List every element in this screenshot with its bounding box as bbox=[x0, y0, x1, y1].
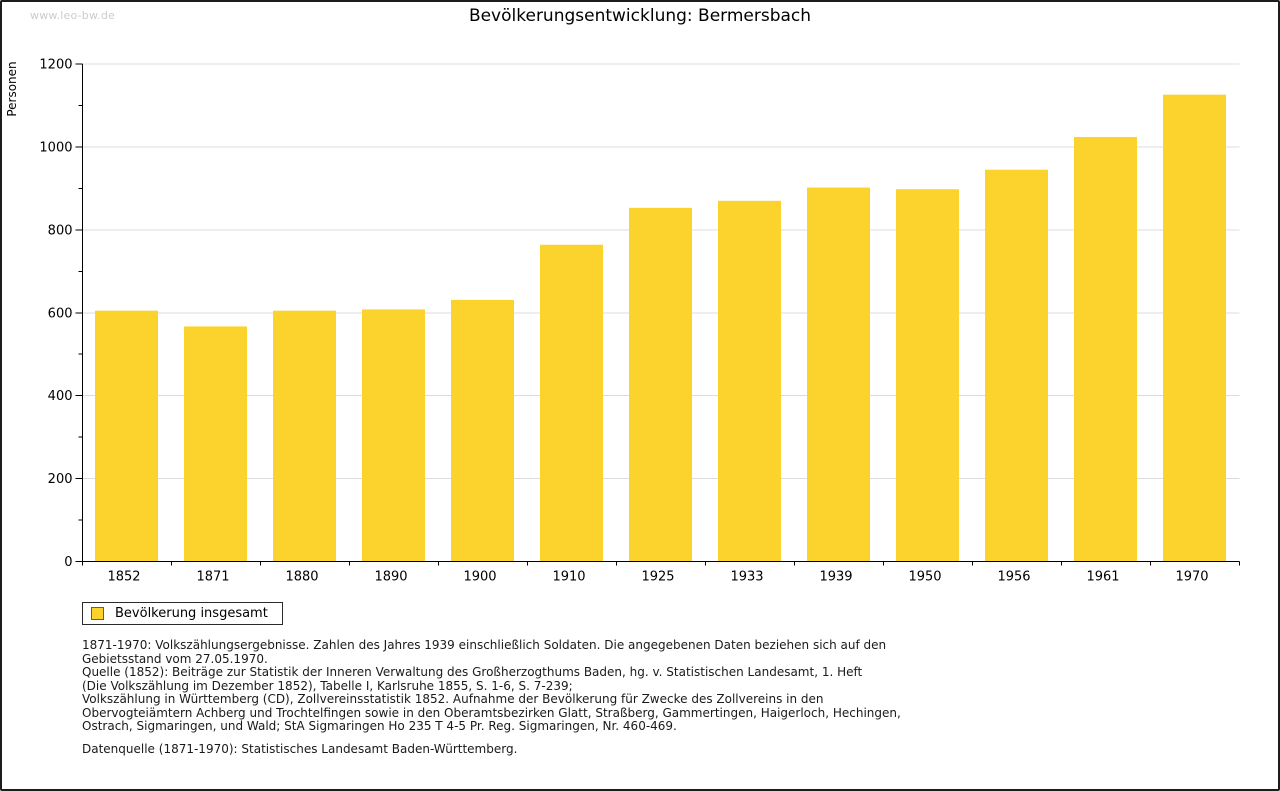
x-tick-label-1970: 1970 bbox=[1175, 570, 1208, 585]
y-tick-label-1000: 1000 bbox=[39, 140, 72, 155]
x-tick-label-1880: 1880 bbox=[285, 570, 318, 585]
x-tick-label-1900: 1900 bbox=[463, 570, 496, 585]
y-tick-label-600: 600 bbox=[48, 306, 73, 321]
footnote-line: Ostrach, Sigmaringen, und Wald; StA Sigm… bbox=[82, 719, 677, 733]
bar-1900 bbox=[451, 299, 514, 562]
x-tick-label-1890: 1890 bbox=[374, 570, 407, 585]
y-tick-label-800: 800 bbox=[48, 223, 73, 238]
bar-1950 bbox=[896, 189, 959, 562]
bar-1933 bbox=[718, 200, 781, 562]
footnote-line: Volkszählung in Württemberg (CD), Zollve… bbox=[82, 692, 824, 706]
bar-1961 bbox=[1074, 136, 1137, 562]
footnotes: 1871-1970: Volkszählungsergebnisse. Zahl… bbox=[82, 638, 901, 734]
x-tick-label-1871: 1871 bbox=[196, 570, 229, 585]
footnote-line: Gebietsstand vom 27.05.1970. bbox=[82, 651, 268, 666]
footnote-line: Quelle (1852): Beiträge zur Statistik de… bbox=[82, 665, 863, 679]
y-tick-label-1200: 1200 bbox=[39, 58, 72, 73]
footnote-line: (Die Volkszählung im Dezember 1852), Tab… bbox=[82, 678, 573, 693]
y-tick-label-400: 400 bbox=[48, 389, 73, 404]
bar-1970 bbox=[1163, 94, 1226, 562]
x-tick-label-1950: 1950 bbox=[908, 570, 941, 585]
x-tick-label-1961: 1961 bbox=[1086, 570, 1119, 585]
y-tick-label-200: 200 bbox=[48, 472, 73, 487]
legend: Bevölkerung insgesamt bbox=[82, 602, 283, 625]
y-axis-title: Personen bbox=[5, 61, 19, 116]
x-tick-label-1910: 1910 bbox=[552, 570, 585, 585]
population-bar-chart: 0 200 400 600 800 1000 1200 1852 1871 1880 1890 190… bbox=[5, 58, 1240, 585]
bar-1910 bbox=[540, 244, 603, 562]
bar-1880 bbox=[273, 310, 336, 562]
legend-label: Bevölkerung insgesamt bbox=[115, 606, 268, 621]
bar-1852 bbox=[95, 310, 158, 562]
x-tick-label-1933: 1933 bbox=[730, 570, 763, 585]
bar-1939 bbox=[807, 187, 870, 562]
x-tick-label-1939: 1939 bbox=[819, 570, 852, 585]
page-title: Bevölkerungsentwicklung: Bermersbach bbox=[468, 6, 812, 26]
bar-1925 bbox=[629, 207, 692, 562]
y-tick-label-0: 0 bbox=[64, 555, 72, 570]
x-tick-label-1852: 1852 bbox=[107, 570, 140, 585]
bar-1956 bbox=[985, 169, 1048, 562]
x-tick-label-1925: 1925 bbox=[641, 570, 674, 585]
bar-1890 bbox=[362, 309, 425, 562]
legend-swatch-icon bbox=[91, 607, 104, 620]
site-watermark: www.leo-bw.de bbox=[30, 9, 116, 22]
bar-1871 bbox=[184, 326, 247, 562]
x-tick-label-1956: 1956 bbox=[997, 570, 1030, 585]
datasource-note: Datenquelle (1871-1970): Statistisches L… bbox=[82, 742, 518, 756]
footnote-line: Obervogteiämtern Achberg und Trochtelfin… bbox=[82, 705, 901, 720]
footnote-line: 1871-1970: Volkszählungsergebnisse. Zahl… bbox=[82, 638, 887, 652]
